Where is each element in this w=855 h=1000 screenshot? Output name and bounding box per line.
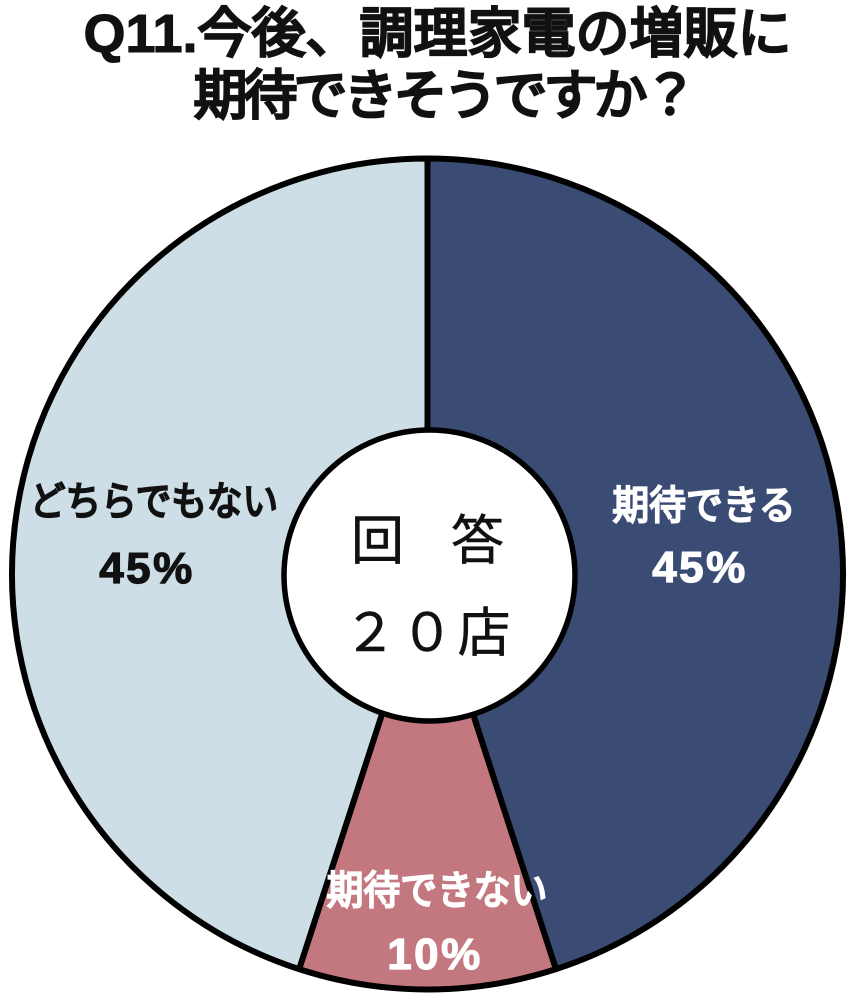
donut-center-text-line2: ２０店 (343, 604, 515, 664)
slice-value-neither: 45% (99, 543, 195, 593)
pie-slice-1 (296, 571, 559, 993)
slice-label-neither: どちらでもない (29, 480, 279, 525)
slice-label-expect: 期待できる (612, 484, 796, 529)
donut-center-circle (281, 427, 578, 724)
slice-value-expect: 45% (652, 542, 748, 592)
slice-label-not-expect: 期待できない (326, 869, 548, 914)
chart-title-line1: Q11.今後、調理家電の増販に (83, 3, 792, 64)
pie-slice-2 (9, 155, 431, 973)
donut-center-text-line1: 回 答 (351, 512, 505, 572)
chart-title: Q11.今後、調理家電の増販に 期待できそうですか？ (0, 3, 855, 127)
slice-value-not-expect: 10% (387, 929, 483, 979)
pie-slice-0 (424, 155, 846, 973)
chart-title-line2: 期待できそうですか？ (193, 65, 698, 126)
